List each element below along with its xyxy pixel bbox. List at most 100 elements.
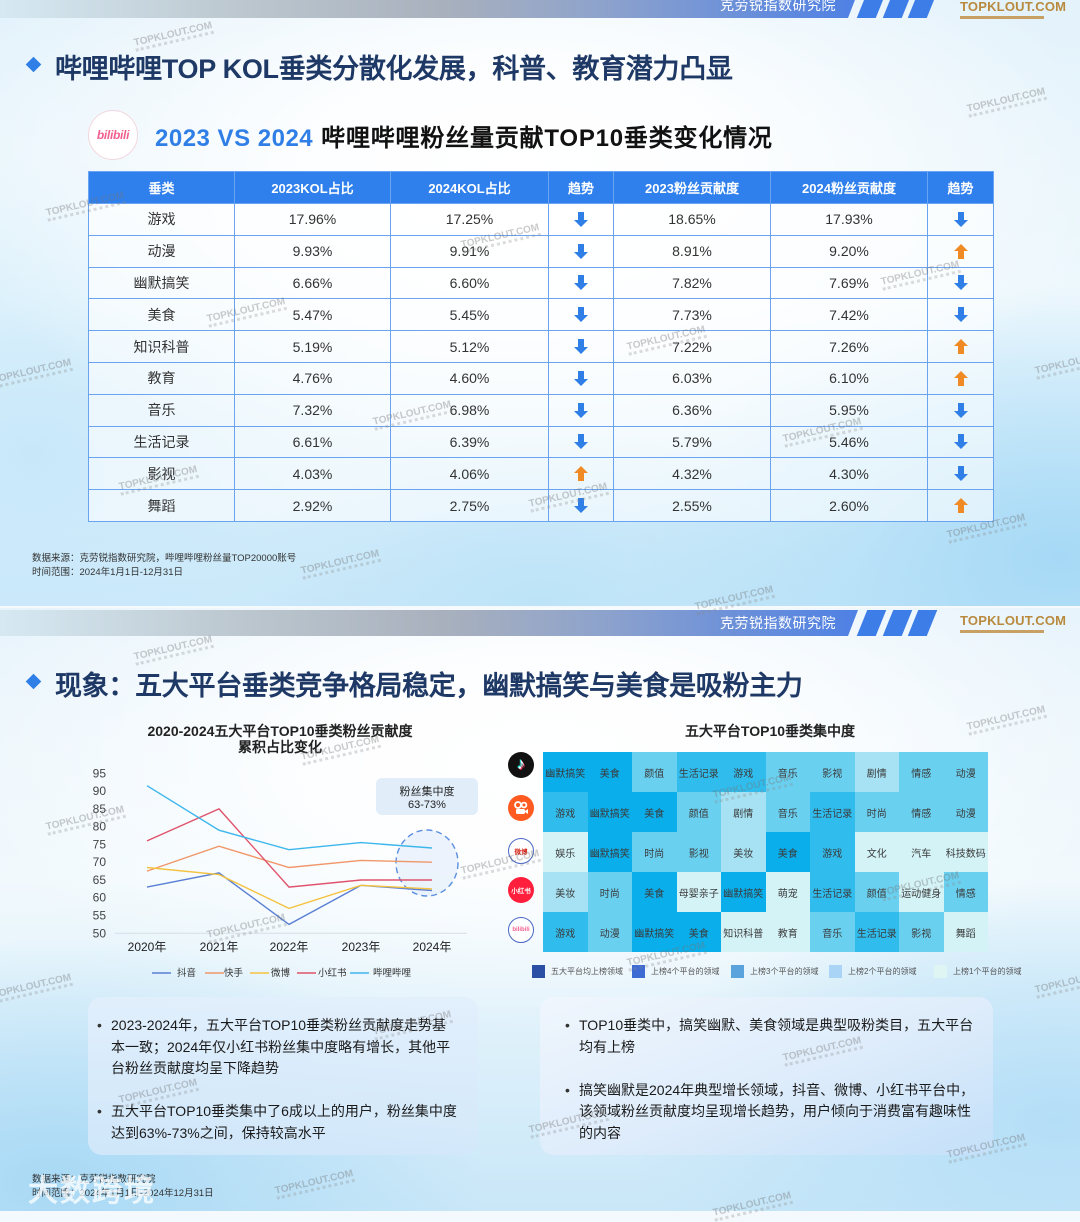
cell-category: 幽默搞笑 <box>88 266 235 300</box>
cell-fans-2023: 7.82% <box>613 266 771 300</box>
heatmap-cell: 游戏 <box>543 912 588 952</box>
cell-category: 教育 <box>88 361 235 395</box>
table-row: 教育 4.76% 4.60% 6.03% 6.10% <box>88 361 994 395</box>
arrow-down-icon <box>574 243 588 259</box>
arrow-down-icon <box>574 498 588 514</box>
cell-kol-trend <box>548 298 614 332</box>
heatmap-cell: 游戏 <box>543 792 588 832</box>
heatmap-cell: 情感 <box>899 792 944 832</box>
cell-kol-2023: 9.93% <box>234 234 391 268</box>
heatmap-cell: 颜值 <box>854 872 899 912</box>
y-tick-label: 55 <box>93 909 107 923</box>
cell-kol-2023: 6.61% <box>234 425 391 459</box>
weibo-icon-text: 微博 <box>514 849 528 856</box>
legend-swatch <box>532 965 545 978</box>
banner-stripe <box>882 610 913 636</box>
heatmap-cell: 情感 <box>899 752 944 792</box>
cell-category: 游戏 <box>88 203 235 236</box>
heatmap-cell: 美食 <box>632 872 677 912</box>
highlight-circle <box>395 829 459 897</box>
top-banner: 克劳锐指数研究院 <box>0 610 1080 636</box>
heatmap-cell: 美妆 <box>721 832 766 872</box>
arrow-down-icon <box>953 402 968 418</box>
series-line-2 <box>146 866 433 910</box>
cell-fans-2023: 7.22% <box>613 330 771 363</box>
slide-divider <box>0 606 1080 608</box>
arrow-up-icon <box>953 243 968 259</box>
cell-kol-2024: 6.60% <box>390 266 549 300</box>
cell-category: 生活记录 <box>88 425 235 459</box>
legend-item: 上榜2个平台的领域 <box>829 965 916 978</box>
y-tick-label: 85 <box>93 802 107 816</box>
heatmap-cell: 汽车 <box>899 832 944 872</box>
heatmap-cell: 幽默搞笑 <box>543 752 588 792</box>
heatmap-cell: 母婴亲子 <box>676 872 721 912</box>
heatmap-cell: 生活记录 <box>810 872 855 912</box>
annotation-box <box>376 778 478 815</box>
y-tick-label: 80 <box>93 820 107 834</box>
table-title: 2023 VS 2024 哔哩哔哩粉丝量贡献TOP10垂类变化情况 <box>155 118 773 153</box>
cell-category: 音乐 <box>88 393 235 427</box>
insight-bullet: 五大平台TOP10垂类集中了6成以上的用户，粉丝集中度达到63%-73%之间，保… <box>97 1101 457 1144</box>
cell-fans-trend <box>927 330 994 363</box>
arrow-down-icon <box>953 275 968 291</box>
arrow-down-icon <box>953 466 968 482</box>
arrow-up-icon <box>953 498 968 514</box>
arrow-down-icon <box>953 211 968 227</box>
heatmap-title: 五大平台TOP10垂类集中度 <box>684 723 856 739</box>
insight-box-right: TOP10垂类中，搞笑幽默、美食领域是典型吸粉类目，五大平台均有上榜 搞笑幽默是… <box>540 997 993 1155</box>
cell-fans-trend <box>927 298 994 332</box>
cell-kol-2023: 17.96% <box>234 203 391 236</box>
cell-kol-trend <box>548 330 614 363</box>
cell-fans-2024: 5.46% <box>770 425 928 459</box>
diamond-bullet-icon <box>25 56 42 73</box>
x-tick-label: 2021年 <box>200 940 239 954</box>
x-tick-label: 2024年 <box>413 940 452 954</box>
footnote: 数据来源：克劳锐指数研究院，哔哩哔哩粉丝量TOP20000账号 时间范围：202… <box>32 552 296 580</box>
legend-swatch <box>829 965 842 978</box>
cell-fans-2023: 4.32% <box>613 457 771 491</box>
heatmap-cell: 舞蹈 <box>943 912 988 952</box>
heatmap-cell: 生活记录 <box>854 912 899 952</box>
legend-label: 哔哩哔哩 <box>373 968 412 979</box>
heatmap-cell: 音乐 <box>765 792 810 832</box>
legend-swatch <box>934 965 947 978</box>
x-tick-label: 2023年 <box>342 940 381 954</box>
cell-kol-2024: 4.60% <box>390 361 549 395</box>
slide-five-platforms: 克劳锐指数研究院 TOPKLOUT.COM 现象：五大平台垂类竞争格局稳定，幽默… <box>0 608 1080 1211</box>
insight-bullet: TOP10垂类中，搞笑幽默、美食领域是典型吸粉类目，五大平台均有上榜 <box>565 1015 977 1058</box>
legend-label: 抖音 <box>177 967 196 979</box>
legend-label: 小红书 <box>318 967 347 979</box>
series-line-4 <box>146 785 433 851</box>
cell-fans-2023: 6.03% <box>613 361 771 395</box>
y-tick-label: 90 <box>93 784 107 798</box>
cell-fans-2024: 9.20% <box>770 234 928 268</box>
cell-kol-2023: 6.66% <box>234 266 391 300</box>
y-tick-label: 75 <box>93 837 107 851</box>
heatmap-cell: 影视 <box>810 752 855 792</box>
chart-title-line: 2020-2024五大平台TOP10垂类粉丝贡献度 <box>147 723 413 739</box>
cell-kol-2024: 17.25% <box>390 203 549 236</box>
series-line-1 <box>146 845 433 872</box>
logo-rule <box>960 16 1044 19</box>
table-row: 游戏 17.96% 17.25% 18.65% 17.93% <box>88 203 994 236</box>
legend-item: 上榜4个平台的领域 <box>632 965 719 978</box>
douyin-icon: ♪ <box>508 752 534 778</box>
heatmap-cell: 音乐 <box>810 912 855 952</box>
kuaishou-icon <box>508 795 534 821</box>
arrow-down-icon <box>574 275 588 291</box>
table-row: 生活记录 6.61% 6.39% 5.79% 5.46% <box>88 425 994 459</box>
logo-text: TOPKLOUT.COM <box>960 613 1067 628</box>
col-header-fans-2023: 2023粉丝贡献度 <box>613 171 771 204</box>
cell-fans-trend <box>927 489 994 522</box>
legend-label: 五大平台均上榜领域 <box>551 967 623 976</box>
heatmap-cell: 剧情 <box>854 752 899 792</box>
slide-bilibili-kol-categories: 克劳锐指数研究院 TOPKLOUT.COM 哔哩哔哩TOP KOL垂类分散化发展… <box>0 0 1080 606</box>
legend-label: 上榜4个平台的领域 <box>651 967 720 976</box>
cell-fans-2024: 4.30% <box>770 457 928 491</box>
cell-kol-trend <box>548 266 614 300</box>
cell-fans-2024: 7.42% <box>770 298 928 332</box>
heatmap-cell: 游戏 <box>721 752 766 792</box>
legend-label: 上榜2个平台的领域 <box>848 967 917 976</box>
